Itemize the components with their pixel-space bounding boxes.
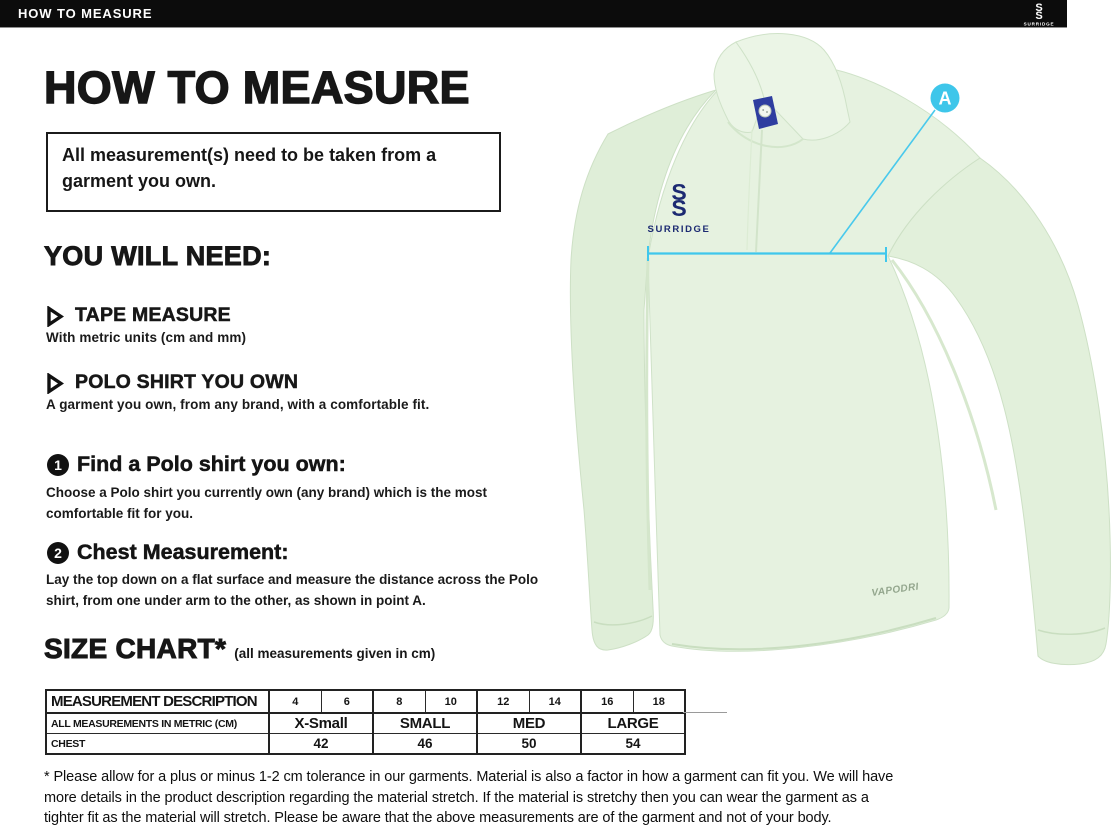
triangle-bullet-icon	[47, 306, 64, 327]
size-cell: 14	[528, 689, 582, 714]
table-extension-line	[683, 712, 727, 713]
step-number-badge: 2	[47, 542, 69, 564]
step-description: Lay the top down on a flat surface and m…	[46, 572, 539, 608]
size-cell: 4	[268, 689, 322, 714]
size-chart-heading-row: SIZE CHART* (all measurements given in c…	[43, 633, 436, 665]
top-bar-title: HOW TO MEASURE	[18, 6, 153, 21]
step-description: Choose a Polo shirt you currently own (a…	[46, 485, 488, 521]
button-hole	[762, 109, 765, 111]
group-cell: SMALL	[372, 712, 478, 734]
left-cuff-seam	[593, 615, 653, 626]
size-cell: 18	[632, 689, 686, 714]
size-chart-heading: SIZE CHART*	[43, 633, 227, 665]
notice-box	[46, 132, 501, 212]
footnote-line: * Please allow for a plus or minus 1-2 c…	[44, 769, 894, 785]
triangle-bullet-icon	[47, 373, 64, 394]
hem-shadow	[671, 617, 937, 651]
step-heading: Find a Polo shirt you own:	[77, 452, 346, 477]
notice-text: All measurement(s) need to be taken from…	[62, 145, 437, 191]
footnote: * Please allow for a plus or minus 1-2 c…	[44, 767, 893, 825]
chest-logo-s: S	[671, 179, 686, 205]
need-item-label-polo-shirt: POLO SHIRT YOU OWN	[75, 371, 299, 394]
measurement-line-diagonal	[829, 109, 936, 254]
need-item-description: A garment you own, from any brand, with …	[46, 397, 430, 412]
under-collar-shadow	[727, 121, 804, 148]
shirt-left-sleeve	[569, 89, 717, 651]
value-cell: 50	[476, 733, 582, 755]
footnote-line: tighter fit as the material will stretch…	[44, 810, 832, 825]
step-number-badge: 1	[47, 454, 69, 476]
collar-right-wing	[735, 33, 851, 141]
placket-seam	[755, 129, 763, 253]
size-cell: 6	[320, 689, 374, 714]
size-cell: 10	[424, 689, 478, 714]
chest-logo-wordmark: SURRIDGE	[648, 224, 711, 235]
right-cuff-seam	[1037, 627, 1106, 636]
placket-seam	[746, 129, 753, 251]
table-row-sizes: MEASUREMENT DESCRIPTION 4 6 8 10 12 14 1…	[45, 689, 686, 714]
need-item-label-tape-measure: TAPE MEASURE	[75, 304, 231, 327]
shading-line	[645, 257, 652, 591]
header-cell-measurement-description: MEASUREMENT DESCRIPTION	[45, 689, 270, 714]
page-title: HOW TO MEASURE	[43, 61, 470, 113]
value-cell: 46	[372, 733, 478, 755]
table-row-size-groups: ALL MEASUREMENTS IN METRIC (CM) X-Small …	[45, 712, 686, 734]
chest-logo-s: S	[671, 195, 686, 221]
group-cell: X-Small	[268, 712, 374, 734]
collar-button	[758, 104, 772, 118]
logo-s-glyph: S	[1035, 10, 1042, 22]
point-a-label: A	[939, 89, 952, 109]
footnote-line: more details in the product description …	[44, 789, 869, 806]
need-item-description: With metric units (cm and mm)	[46, 330, 247, 345]
shirt-right-sleeve	[887, 157, 1111, 666]
table-row-chest: CHEST 42 46 50 54	[45, 733, 686, 755]
shirt-body	[647, 64, 981, 652]
shading-line	[890, 259, 998, 511]
group-cell: LARGE	[580, 712, 686, 734]
size-cell: 8	[372, 689, 426, 714]
size-cell: 12	[476, 689, 530, 714]
header-cell-metric: ALL MEASUREMENTS IN METRIC (CM)	[45, 712, 270, 734]
point-a-marker: A	[930, 83, 960, 113]
logo-s-glyph: S	[1035, 2, 1042, 14]
polo-shirt-diagram: S S SURRIDGE VAPODRI A	[569, 33, 1111, 666]
size-chart-subheading: (all measurements given in cm)	[234, 646, 436, 661]
step-heading: Chest Measurement:	[77, 540, 289, 565]
row-label-chest: CHEST	[45, 733, 270, 755]
surridge-logo-icon: S S SURRIDGE	[1024, 2, 1055, 27]
size-chart-table: MEASUREMENT DESCRIPTION 4 6 8 10 12 14 1…	[45, 689, 686, 755]
value-cell: 54	[580, 733, 686, 755]
group-cell: MED	[476, 712, 582, 734]
value-cell: 42	[268, 733, 374, 755]
top-bar: HOW TO MEASURE S S SURRIDGE	[0, 0, 1067, 28]
button-hole	[766, 111, 768, 113]
chest-logo: S S SURRIDGE	[648, 179, 711, 235]
logo-wordmark: SURRIDGE	[1024, 22, 1055, 27]
size-cell: 16	[580, 689, 634, 714]
you-will-need-heading: YOU WILL NEED:	[44, 241, 272, 272]
